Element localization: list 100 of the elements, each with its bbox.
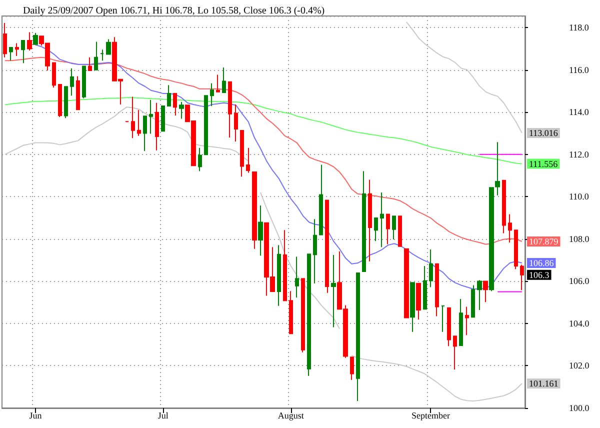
candlestick xyxy=(240,130,244,178)
candlestick xyxy=(143,116,147,152)
candlestick xyxy=(76,76,80,110)
candlestick xyxy=(70,68,74,96)
x-tick-label: Jun xyxy=(29,410,42,420)
candlestick xyxy=(495,142,500,196)
candlestick xyxy=(313,218,317,284)
data-label: 113.016 xyxy=(529,128,558,138)
text: 106.3 xyxy=(529,270,550,280)
candlestick xyxy=(58,84,62,118)
candlestick xyxy=(441,305,445,332)
candlestick xyxy=(386,214,390,245)
candlestick xyxy=(435,263,439,317)
x-tick-label: September xyxy=(411,410,450,420)
candlestick xyxy=(198,147,202,172)
candlestick xyxy=(21,40,25,64)
data-label: 111.556 xyxy=(529,158,558,169)
y-tick-label: 112.0 xyxy=(569,149,590,160)
line-series xyxy=(4,56,522,245)
candlestick xyxy=(228,81,232,138)
data-label: 107.879 xyxy=(529,236,559,246)
candlestick xyxy=(380,192,384,248)
data-label: 106.86 xyxy=(529,258,554,268)
candlestick xyxy=(368,179,372,262)
candlestick xyxy=(222,67,226,93)
y-tick-label: 116.0 xyxy=(569,64,590,75)
candlestick xyxy=(64,86,68,119)
candlestick xyxy=(489,187,494,292)
y-tick-label: 106.0 xyxy=(569,276,590,286)
candlestick xyxy=(94,41,98,70)
candlestick xyxy=(258,205,263,256)
candlestick xyxy=(410,282,415,332)
candlestick xyxy=(88,56,92,72)
candlestick xyxy=(252,171,257,250)
candlestick xyxy=(319,164,323,236)
candlestick xyxy=(234,104,238,142)
x-tick-label: August xyxy=(278,410,304,420)
candlestick xyxy=(52,62,56,88)
candlestick xyxy=(447,307,451,347)
candlestick xyxy=(477,280,482,310)
candlestick xyxy=(423,265,427,310)
y-tick-label: 100.0 xyxy=(569,403,590,413)
line-series xyxy=(406,21,522,134)
candlestick xyxy=(392,216,396,240)
candlestick xyxy=(398,216,402,247)
candlestick xyxy=(131,96,135,139)
line-series xyxy=(4,97,522,164)
y-tick-label: 110.0 xyxy=(569,192,590,202)
candlestick xyxy=(27,32,32,51)
line-series xyxy=(34,44,522,290)
candlestick xyxy=(15,42,19,56)
candlestick xyxy=(325,200,329,294)
candlestick xyxy=(100,49,104,62)
candlestick xyxy=(356,272,360,402)
candlestick xyxy=(289,290,293,334)
data-label: 101.161 xyxy=(529,378,558,388)
candlestick xyxy=(9,46,13,62)
candlestick xyxy=(283,230,287,302)
candlestick xyxy=(483,280,488,303)
candlestick xyxy=(155,102,159,151)
candlestick xyxy=(137,110,141,136)
candlestick xyxy=(173,93,177,116)
candlestick xyxy=(416,282,421,320)
candlestick xyxy=(277,244,281,306)
candlestick xyxy=(301,278,305,353)
candlestick xyxy=(179,102,184,120)
candlestick xyxy=(216,74,220,92)
candlestick xyxy=(161,106,165,132)
candlestick xyxy=(502,180,506,234)
candlestick xyxy=(210,82,214,107)
candlestick xyxy=(508,214,512,244)
candlestick xyxy=(331,254,336,328)
chart-title: Daily 25/09/2007 Open 106.71, Hi 106.78, Lo 105.58, Close 106.3 (-0.4%) xyxy=(23,6,325,16)
candlestick xyxy=(167,84,171,107)
candlestick xyxy=(82,66,86,99)
candlestick xyxy=(471,284,475,318)
candlestick xyxy=(459,298,463,346)
candlestick xyxy=(307,254,311,376)
candlestick xyxy=(33,32,38,45)
candlestick xyxy=(362,170,366,272)
y-tick-label: 102.0 xyxy=(569,360,590,371)
y-tick-label: 104.0 xyxy=(569,318,590,328)
candlestick xyxy=(3,22,7,58)
candlestick xyxy=(106,38,111,55)
candlestick xyxy=(514,230,518,270)
candlestick xyxy=(453,336,457,370)
candlestick xyxy=(520,264,524,291)
candlestick xyxy=(295,256,299,298)
candlestick xyxy=(465,306,469,336)
x-tick-label: Jul xyxy=(158,410,169,420)
candlestick xyxy=(350,356,354,380)
y-tick-label: 114.0 xyxy=(569,107,590,118)
candlestick xyxy=(374,218,378,242)
candlestick xyxy=(246,147,250,174)
candlestick xyxy=(429,249,433,288)
y-tick-label: 118.0 xyxy=(569,22,590,33)
candlestick xyxy=(149,99,153,134)
candlestick xyxy=(404,248,409,318)
y-tick-label: 108.0 xyxy=(569,234,590,244)
candlestick xyxy=(204,95,208,156)
